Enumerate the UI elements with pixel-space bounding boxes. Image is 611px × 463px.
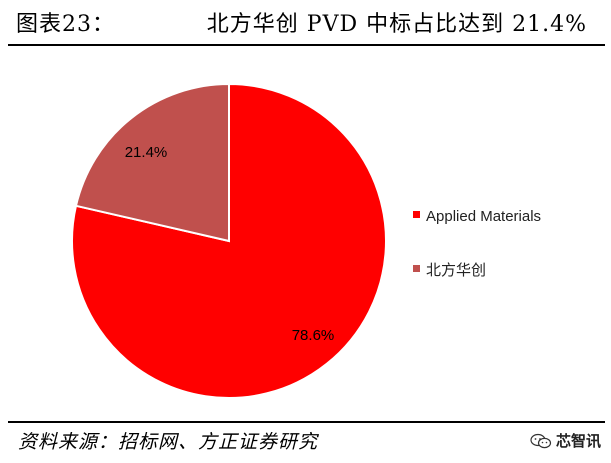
legend-swatch-2 <box>413 265 420 272</box>
legend-label-1: Applied Materials <box>426 208 541 225</box>
slice-data-label-2: 21.4% <box>125 144 168 161</box>
legend-swatch-1 <box>413 211 420 218</box>
top-rule <box>8 44 605 46</box>
legend-label-2: 北方华创 <box>426 262 486 279</box>
bottom-rule <box>8 421 605 423</box>
wechat-icon <box>530 433 552 448</box>
pie-slice-2 <box>74 82 230 243</box>
watermark: 芯智讯 <box>530 430 601 451</box>
figure-label: 图表23： <box>16 12 115 37</box>
slice-data-label-1: 78.6% <box>292 327 335 344</box>
watermark-text: 芯智讯 <box>555 432 601 450</box>
figure-title: 北方华创 PVD 中标占比达到 21.4% <box>206 12 587 37</box>
source-note: 资料来源：招标网、方正证券研究 <box>18 431 319 453</box>
header: 图表23： 北方华创 PVD 中标占比达到 21.4% <box>0 0 611 46</box>
